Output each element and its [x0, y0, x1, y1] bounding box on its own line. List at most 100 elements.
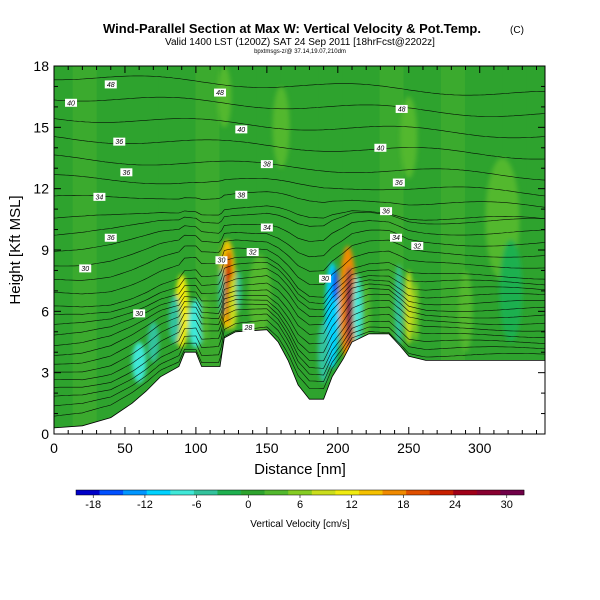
svg-text:38: 38 — [237, 192, 245, 199]
isentrope-line — [54, 212, 545, 236]
colorbar-swatch — [311, 490, 336, 495]
y-tick-label: 6 — [41, 303, 49, 319]
x-tick-label: 100 — [184, 440, 208, 456]
x-tick-label: 0 — [50, 440, 58, 456]
isentrope-line — [54, 75, 545, 96]
contour-label: 38 — [260, 160, 273, 169]
svg-text:40: 40 — [376, 145, 384, 152]
y-tick-label: 9 — [41, 242, 49, 258]
colorbar-tick-label: -18 — [85, 499, 101, 511]
colorbar-swatch — [358, 490, 383, 495]
svg-text:48: 48 — [216, 90, 224, 97]
isentrope-line — [54, 299, 545, 373]
colorbar-tick-label: -12 — [137, 499, 153, 511]
velocity-cell — [332, 268, 338, 302]
terrain — [54, 329, 545, 434]
x-axis: 0 50 100 150 200 250 300 — [50, 66, 537, 456]
colorbar-swatch — [193, 490, 218, 495]
isentrope-line — [54, 293, 545, 365]
contour-labels: 48 40 48 48 40 36 40 38 36 36 38 34 36 34 36 34 32 32 30 30… — [65, 80, 424, 332]
contour-label: 36 — [392, 178, 405, 187]
isentrope-line — [54, 239, 545, 281]
colorbar-tick-label: 18 — [397, 499, 409, 511]
contour-label: 34 — [93, 192, 106, 201]
svg-text:32: 32 — [249, 250, 257, 257]
x-tick-label: 200 — [326, 440, 350, 456]
isentrope-line — [54, 319, 545, 407]
chart-subtitle: Valid 1400 LST (1200Z) SAT 24 Sep 2011 [… — [165, 37, 435, 48]
colorbar-swatch — [170, 490, 195, 495]
isentrope-line — [54, 96, 545, 117]
svg-text:48: 48 — [398, 106, 406, 113]
x-tick-label: 250 — [397, 440, 421, 456]
velocity-cell — [413, 280, 419, 343]
svg-text:30: 30 — [321, 276, 329, 283]
isentrope-line — [54, 205, 545, 221]
contour-label: 34 — [260, 223, 273, 232]
svg-text:30: 30 — [218, 258, 226, 265]
chart-title: Wind-Parallel Section at Max W: Vertical… — [103, 21, 481, 36]
svg-text:36: 36 — [382, 209, 390, 216]
isentrope-line — [54, 303, 545, 381]
contour-label: 34 — [389, 233, 402, 242]
isentrope-line — [54, 256, 545, 308]
y-tick-label: 0 — [41, 426, 49, 442]
isentrope-line — [54, 220, 545, 252]
velocity-cell — [394, 264, 404, 347]
contour-label: 48 — [214, 88, 227, 97]
svg-text:28: 28 — [244, 325, 253, 332]
contour-label: 48 — [104, 80, 117, 89]
colorbar-label: Vertical Velocity [cm/s] — [250, 519, 350, 530]
isentrope-line — [54, 229, 545, 267]
svg-text:36: 36 — [122, 170, 130, 177]
x-tick-label: 150 — [255, 440, 279, 456]
velocity-cell — [147, 321, 160, 363]
svg-text:36: 36 — [107, 235, 115, 242]
velocity-cell — [272, 86, 290, 169]
isentrope-line — [54, 313, 545, 397]
contour-label: 36 — [104, 233, 117, 242]
colorbar-swatch — [146, 490, 171, 495]
velocity-cell — [217, 66, 232, 128]
colorbar-tick-label: 0 — [245, 499, 251, 511]
contour-label: 32 — [246, 248, 259, 257]
velocity-cell — [248, 254, 272, 336]
svg-text:40: 40 — [67, 100, 75, 107]
colorbar-swatch — [382, 490, 407, 495]
potential-temperature-contours — [54, 75, 545, 417]
svg-text:30: 30 — [81, 266, 89, 273]
colorbar-tick-label: 12 — [346, 499, 358, 511]
colorbar-swatch — [500, 490, 525, 495]
isentrope-line — [54, 118, 545, 139]
contour-label: 36 — [380, 207, 393, 216]
velocity-cell — [499, 239, 523, 342]
isentrope-line — [54, 174, 545, 197]
isentrope-line — [54, 247, 545, 295]
contour-label: 32 — [411, 241, 424, 250]
isentrope-line — [54, 191, 545, 208]
colorbar-swatch — [217, 490, 242, 495]
colorbar-swatch — [453, 490, 478, 495]
velocity-cell — [400, 96, 418, 179]
colorbar-swatch — [335, 490, 360, 495]
colorbar-swatch — [476, 490, 501, 495]
svg-text:34: 34 — [96, 194, 104, 201]
colorbar-swatch — [288, 490, 313, 495]
svg-text:34: 34 — [392, 235, 400, 242]
colorbar-swatch — [99, 490, 124, 495]
velocity-cell — [200, 294, 209, 345]
colorbar-tick-label: 6 — [297, 499, 303, 511]
colorbar-tick-label: -6 — [192, 499, 202, 511]
colorbar-swatch — [406, 490, 430, 495]
colorbar-swatch — [123, 490, 148, 495]
colorbar: -18 -12 -6 0 6 12 18 24 30 — [75, 489, 525, 511]
x-tick-label: 50 — [117, 440, 133, 456]
x-tick-label: 300 — [468, 440, 492, 456]
colorbar-tick-label: 30 — [501, 499, 513, 511]
svg-text:36: 36 — [115, 139, 123, 146]
colorbar-swatch — [241, 490, 265, 495]
svg-text:30: 30 — [135, 311, 143, 318]
isentrope-line — [54, 154, 545, 181]
